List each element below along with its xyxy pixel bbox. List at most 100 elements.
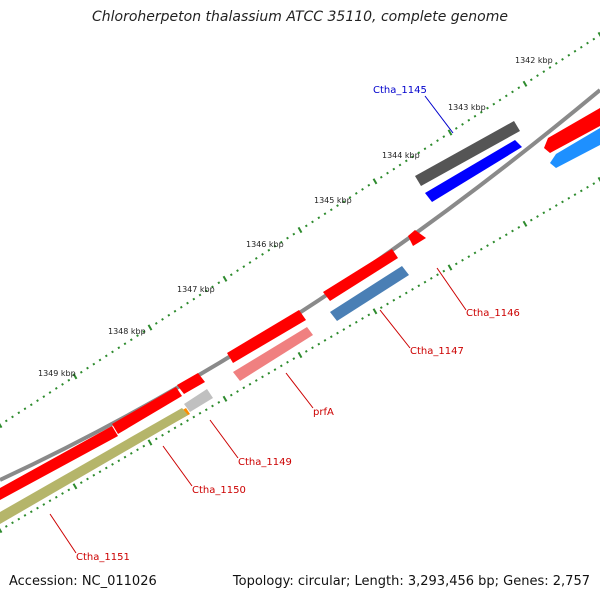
minor-tick-dot	[411, 288, 414, 291]
minor-tick-dot	[429, 143, 433, 147]
minor-tick-dot	[186, 419, 189, 422]
major-tick-mark	[372, 308, 378, 315]
leader-line-ctha1145	[424, 95, 454, 134]
leader-line-ctha1151	[49, 513, 77, 554]
major-tick-mark	[447, 264, 453, 271]
major-tick-mark	[372, 178, 378, 185]
minor-tick-dot	[154, 437, 158, 441]
minor-tick-dot	[161, 318, 164, 321]
major-tick-mark	[297, 226, 303, 234]
minor-tick-dot	[198, 411, 202, 415]
minor-tick-dot	[111, 350, 114, 354]
minor-tick-dot	[136, 334, 139, 337]
minor-tick-dot	[167, 313, 171, 317]
minor-tick-dot	[454, 127, 458, 130]
minor-tick-dot	[548, 207, 552, 211]
leader-line-prfa	[285, 372, 314, 409]
gene-arrow-ctha1149	[177, 373, 205, 394]
gene-label-ctha1147: Ctha_1147	[410, 346, 464, 357]
minor-tick-dot	[254, 379, 258, 382]
minor-tick-dot	[192, 415, 196, 419]
minor-tick-dot	[79, 481, 83, 484]
minor-tick-dot	[504, 233, 508, 237]
minor-tick-dot	[98, 470, 102, 474]
tick-label-1343: 1343 kbp	[448, 103, 486, 112]
minor-tick-dot	[248, 382, 252, 386]
minor-tick-dot	[129, 452, 133, 455]
major-tick-mark	[222, 395, 228, 402]
minor-tick-dot	[398, 295, 402, 299]
minor-tick-dot	[561, 58, 564, 61]
gene-arrow-ctha1150	[112, 387, 182, 434]
minor-tick-dot	[379, 175, 383, 179]
minor-tick-dot	[286, 360, 289, 364]
minor-tick-dot	[548, 66, 552, 69]
minor-tick-dot	[492, 102, 496, 106]
minor-tick-dot	[336, 331, 339, 335]
minor-tick-dot	[367, 183, 371, 187]
minor-tick-dot	[404, 159, 408, 163]
minor-tick-dot	[261, 253, 264, 256]
minor-tick-dot	[517, 226, 521, 229]
leader-line-ctha1146	[436, 267, 467, 311]
minor-tick-dot	[86, 477, 89, 481]
minor-tick-dot	[273, 368, 277, 371]
minor-tick-dot	[336, 204, 339, 207]
gene-label-ctha1150: Ctha_1150	[192, 485, 246, 496]
cds-arrow-ctha1145	[425, 140, 522, 202]
tick-label-1347: 1347 kbp	[177, 285, 215, 294]
minor-tick-dot	[179, 422, 183, 426]
major-tick-mark	[0, 421, 3, 429]
minor-tick-dot	[79, 370, 83, 374]
minor-tick-dot	[323, 339, 327, 342]
genome-summary-text: Topology: circular; Length: 3,293,456 bp…	[232, 574, 590, 589]
leader-line-ctha1150	[162, 445, 193, 487]
major-tick-mark	[597, 31, 600, 39]
minor-tick-dot	[173, 309, 177, 313]
minor-tick-dot	[198, 293, 202, 297]
leader-line-ctha1149	[209, 419, 239, 459]
minor-tick-dot	[586, 185, 589, 189]
gene-labels: Ctha_1145 Ctha_1146 Ctha_1147 prfA Ctha_…	[76, 85, 520, 563]
minor-tick-dot	[561, 200, 564, 204]
cds-arrow-prfa	[233, 327, 313, 381]
minor-tick-dot	[267, 371, 271, 375]
minor-tick-dot	[61, 383, 64, 386]
minor-tick-dot	[17, 517, 21, 521]
minor-tick-dot	[229, 393, 233, 397]
minor-tick-dot	[573, 193, 577, 196]
minor-tick-dot	[42, 503, 46, 506]
minor-tick-dot	[317, 342, 321, 346]
major-tick-mark	[147, 439, 153, 446]
minor-tick-dot	[392, 298, 396, 302]
minor-tick-dot	[17, 411, 21, 415]
minor-tick-dot	[4, 419, 8, 423]
minor-tick-dot	[48, 499, 52, 503]
minor-tick-dot	[11, 415, 14, 419]
minor-tick-dot	[479, 247, 483, 251]
gene-arrow-prfa	[227, 310, 306, 363]
minor-tick-dot	[542, 70, 546, 73]
minor-tick-dot	[554, 62, 558, 65]
cds-arrow-right-edge	[550, 128, 600, 168]
minor-tick-dot	[167, 430, 171, 433]
minor-tick-dot	[323, 212, 327, 216]
leader-line-ctha1147	[379, 309, 411, 349]
minor-tick-dot	[436, 139, 439, 142]
minor-tick-dot	[473, 251, 477, 255]
minor-tick-dot	[211, 404, 214, 408]
gene-arrow-right-edge	[544, 108, 600, 153]
minor-tick-dot	[54, 387, 58, 390]
major-tick-mark	[222, 275, 228, 282]
minor-tick-dot	[342, 328, 346, 331]
minor-tick-dot	[329, 208, 333, 212]
tick-label-1345: 1345 kbp	[314, 196, 352, 205]
minor-tick-dot	[486, 106, 489, 110]
minor-tick-dot	[248, 261, 252, 264]
minor-tick-dot	[192, 297, 196, 301]
minor-tick-dot	[461, 123, 464, 126]
minor-tick-dot	[529, 218, 533, 222]
minor-tick-dot	[579, 45, 583, 49]
minor-tick-dot	[67, 378, 71, 382]
